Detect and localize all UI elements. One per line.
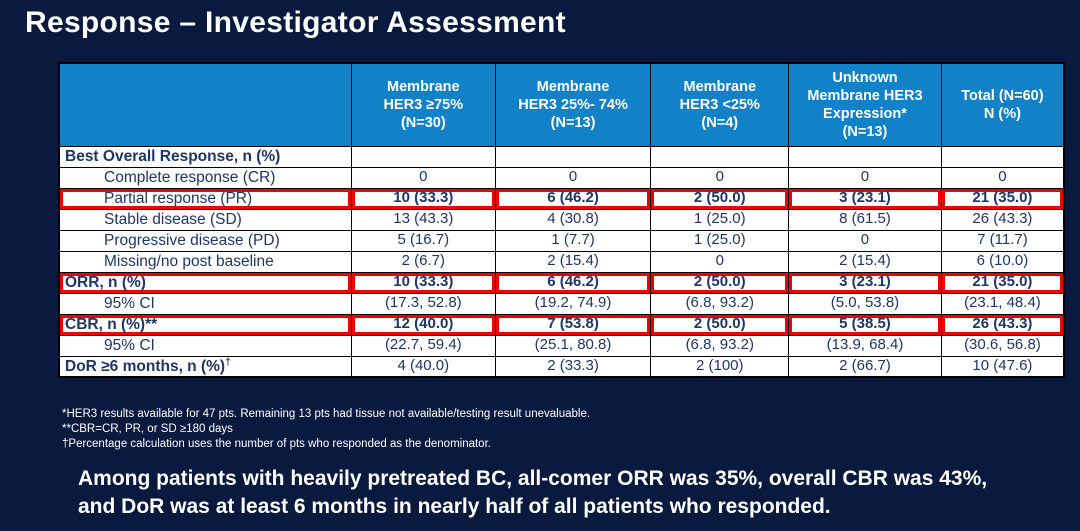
cell-value: 2 (100): [650, 355, 790, 378]
column-header-total: Total (N=60) N (%): [940, 62, 1065, 147]
cell-value: 2 (6.7): [350, 250, 496, 273]
table-row: Best Overall Response, n (%): [58, 145, 1065, 168]
response-table-container: Membrane HER3 ≥75% (N=30) Membrane HER3 …: [58, 62, 1065, 379]
row-label: Complete response (CR): [58, 166, 352, 189]
cell-value: (6.8, 93.2): [650, 334, 790, 357]
column-header-her3-lt25: Membrane HER3 <25% (N=4): [650, 62, 790, 147]
summary-line: and DoR was at least 6 months in nearly …: [78, 495, 831, 519]
cell-value: 26 (43.3): [940, 313, 1065, 336]
footnotes: *HER3 results available for 47 pts. Rema…: [62, 407, 590, 452]
cell-value: [350, 145, 496, 168]
cell-value: 7 (11.7): [940, 229, 1065, 252]
table-row: 95% CI (17.3, 52.8) (19.2, 74.9) (6.8, 93.2…: [58, 292, 1065, 315]
cell-value: 21 (35.0): [940, 271, 1065, 294]
cell-value: 2 (15.4): [494, 250, 652, 273]
cell-value: 26 (43.3): [940, 208, 1065, 231]
cell-value: (17.3, 52.8): [350, 292, 496, 315]
cell-value: 4 (40.0): [350, 355, 496, 378]
row-label: 95% CI: [58, 334, 352, 357]
table-row: Stable disease (SD) 13 (43.3) 4 (30.8) 1 (2…: [58, 208, 1065, 231]
row-label: DoR ≥6 months, n (%)†: [58, 355, 352, 378]
summary-line: Among patients with heavily pretreated B…: [78, 467, 988, 490]
cell-value: 5 (16.7): [350, 229, 496, 252]
cell-value: 2 (15.4): [788, 250, 942, 273]
cell-value: 0: [788, 166, 942, 189]
cell-value: 7 (53.8): [494, 313, 652, 336]
row-label: 95% CI: [58, 292, 352, 315]
cell-value: 0: [650, 166, 790, 189]
column-header-her3-ge75: Membrane HER3 ≥75% (N=30): [350, 62, 496, 147]
row-label: Stable disease (SD): [58, 208, 352, 231]
footnote-line: *HER3 results available for 47 pts. Rema…: [62, 408, 591, 420]
cell-value: (22.7, 59.4): [350, 334, 496, 357]
column-header-empty: [58, 62, 352, 147]
cell-value: 1 (25.0): [650, 229, 790, 252]
cell-value: 2 (66.7): [788, 355, 942, 378]
response-table: Membrane HER3 ≥75% (N=30) Membrane HER3 …: [58, 62, 1065, 379]
summary-text: Among patients with heavily pretreated B…: [78, 465, 987, 522]
row-label: Progressive disease (PD): [58, 229, 352, 252]
cell-value: 10 (33.3): [350, 271, 496, 294]
cell-value: 0: [650, 250, 790, 273]
cell-value: 21 (35.0): [940, 187, 1065, 210]
cell-value: 12 (40.0): [350, 313, 496, 336]
table-row: CBR, n (%)** 12 (40.0) 7 (53.8) 2 (50.0) 5 (…: [58, 313, 1065, 336]
cell-value: (30.6, 56.8): [940, 334, 1065, 357]
cell-value: [940, 145, 1065, 168]
table-row: Progressive disease (PD) 5 (16.7) 1 (7.7) 1…: [58, 229, 1065, 252]
cell-value: 0: [350, 166, 496, 189]
footnote-line: †Percentage calculation uses the number …: [62, 437, 491, 450]
table-header-row: Membrane HER3 ≥75% (N=30) Membrane HER3 …: [58, 62, 1065, 147]
row-label: CBR, n (%)**: [58, 313, 352, 336]
cell-value: [788, 145, 942, 168]
cell-value: 3 (23.1): [788, 271, 942, 294]
page-title: Response – Investigator Assessment: [25, 6, 566, 39]
cell-value: [494, 145, 652, 168]
cell-value: (19.2, 74.9): [494, 292, 652, 315]
response-table-body: Best Overall Response, n (%) Complete res…: [58, 145, 1065, 378]
cell-value: 1 (25.0): [650, 208, 790, 231]
table-row: Partial response (PR) 10 (33.3) 6 (46.2) 2 …: [58, 187, 1065, 210]
cell-value: 6 (10.0): [940, 250, 1065, 273]
cell-value: 10 (47.6): [940, 355, 1065, 378]
row-label: Partial response (PR): [58, 187, 352, 210]
cell-value: 2 (50.0): [650, 187, 790, 210]
cell-value: 6 (46.2): [494, 187, 652, 210]
table-row: Missing/no post baseline 2 (6.7) 2 (15.4) 0…: [58, 250, 1065, 273]
cell-value: 2 (50.0): [650, 271, 790, 294]
cell-value: 2 (33.3): [494, 355, 652, 378]
table-row: Complete response (CR) 0 0 0 0 0: [58, 166, 1065, 189]
cell-value: 8 (61.5): [788, 208, 942, 231]
table-row: DoR ≥6 months, n (%)† 4 (40.0) 2 (33.3) 2 (…: [58, 355, 1065, 378]
cell-value: 2 (50.0): [650, 313, 790, 336]
cell-value: 13 (43.3): [350, 208, 496, 231]
table-row: 95% CI (22.7, 59.4) (25.1, 80.8) (6.8, 93.2…: [58, 334, 1065, 357]
cell-value: (6.8, 93.2): [650, 292, 790, 315]
cell-value: 3 (23.1): [788, 187, 942, 210]
cell-value: 6 (46.2): [494, 271, 652, 294]
cell-value: (13.9, 68.4): [788, 334, 942, 357]
table-row: ORR, n (%) 10 (33.3) 6 (46.2) 2 (50.0) 3 (23…: [58, 271, 1065, 294]
column-header-her3-25-74: Membrane HER3 25%- 74% (N=13): [494, 62, 652, 147]
cell-value: 4 (30.8): [494, 208, 652, 231]
cell-value: (23.1, 48.4): [940, 292, 1065, 315]
row-label: Missing/no post baseline: [58, 250, 352, 273]
cell-value: 0: [788, 229, 942, 252]
cell-value: 0: [494, 166, 652, 189]
cell-value: 0: [940, 166, 1065, 189]
cell-value: 5 (38.5): [788, 313, 942, 336]
cell-value: [650, 145, 790, 168]
footnote-line: **CBR=CR, PR, or SD ≥180 days: [62, 422, 233, 435]
row-label: Best Overall Response, n (%): [58, 145, 352, 168]
row-label: ORR, n (%): [58, 271, 352, 294]
cell-value: 10 (33.3): [350, 187, 496, 210]
cell-value: (5.0, 53.8): [788, 292, 942, 315]
column-header-unknown: Unknown Membrane HER3 Expression* (N=13): [788, 62, 942, 147]
cell-value: 1 (7.7): [494, 229, 652, 252]
cell-value: (25.1, 80.8): [494, 334, 652, 357]
